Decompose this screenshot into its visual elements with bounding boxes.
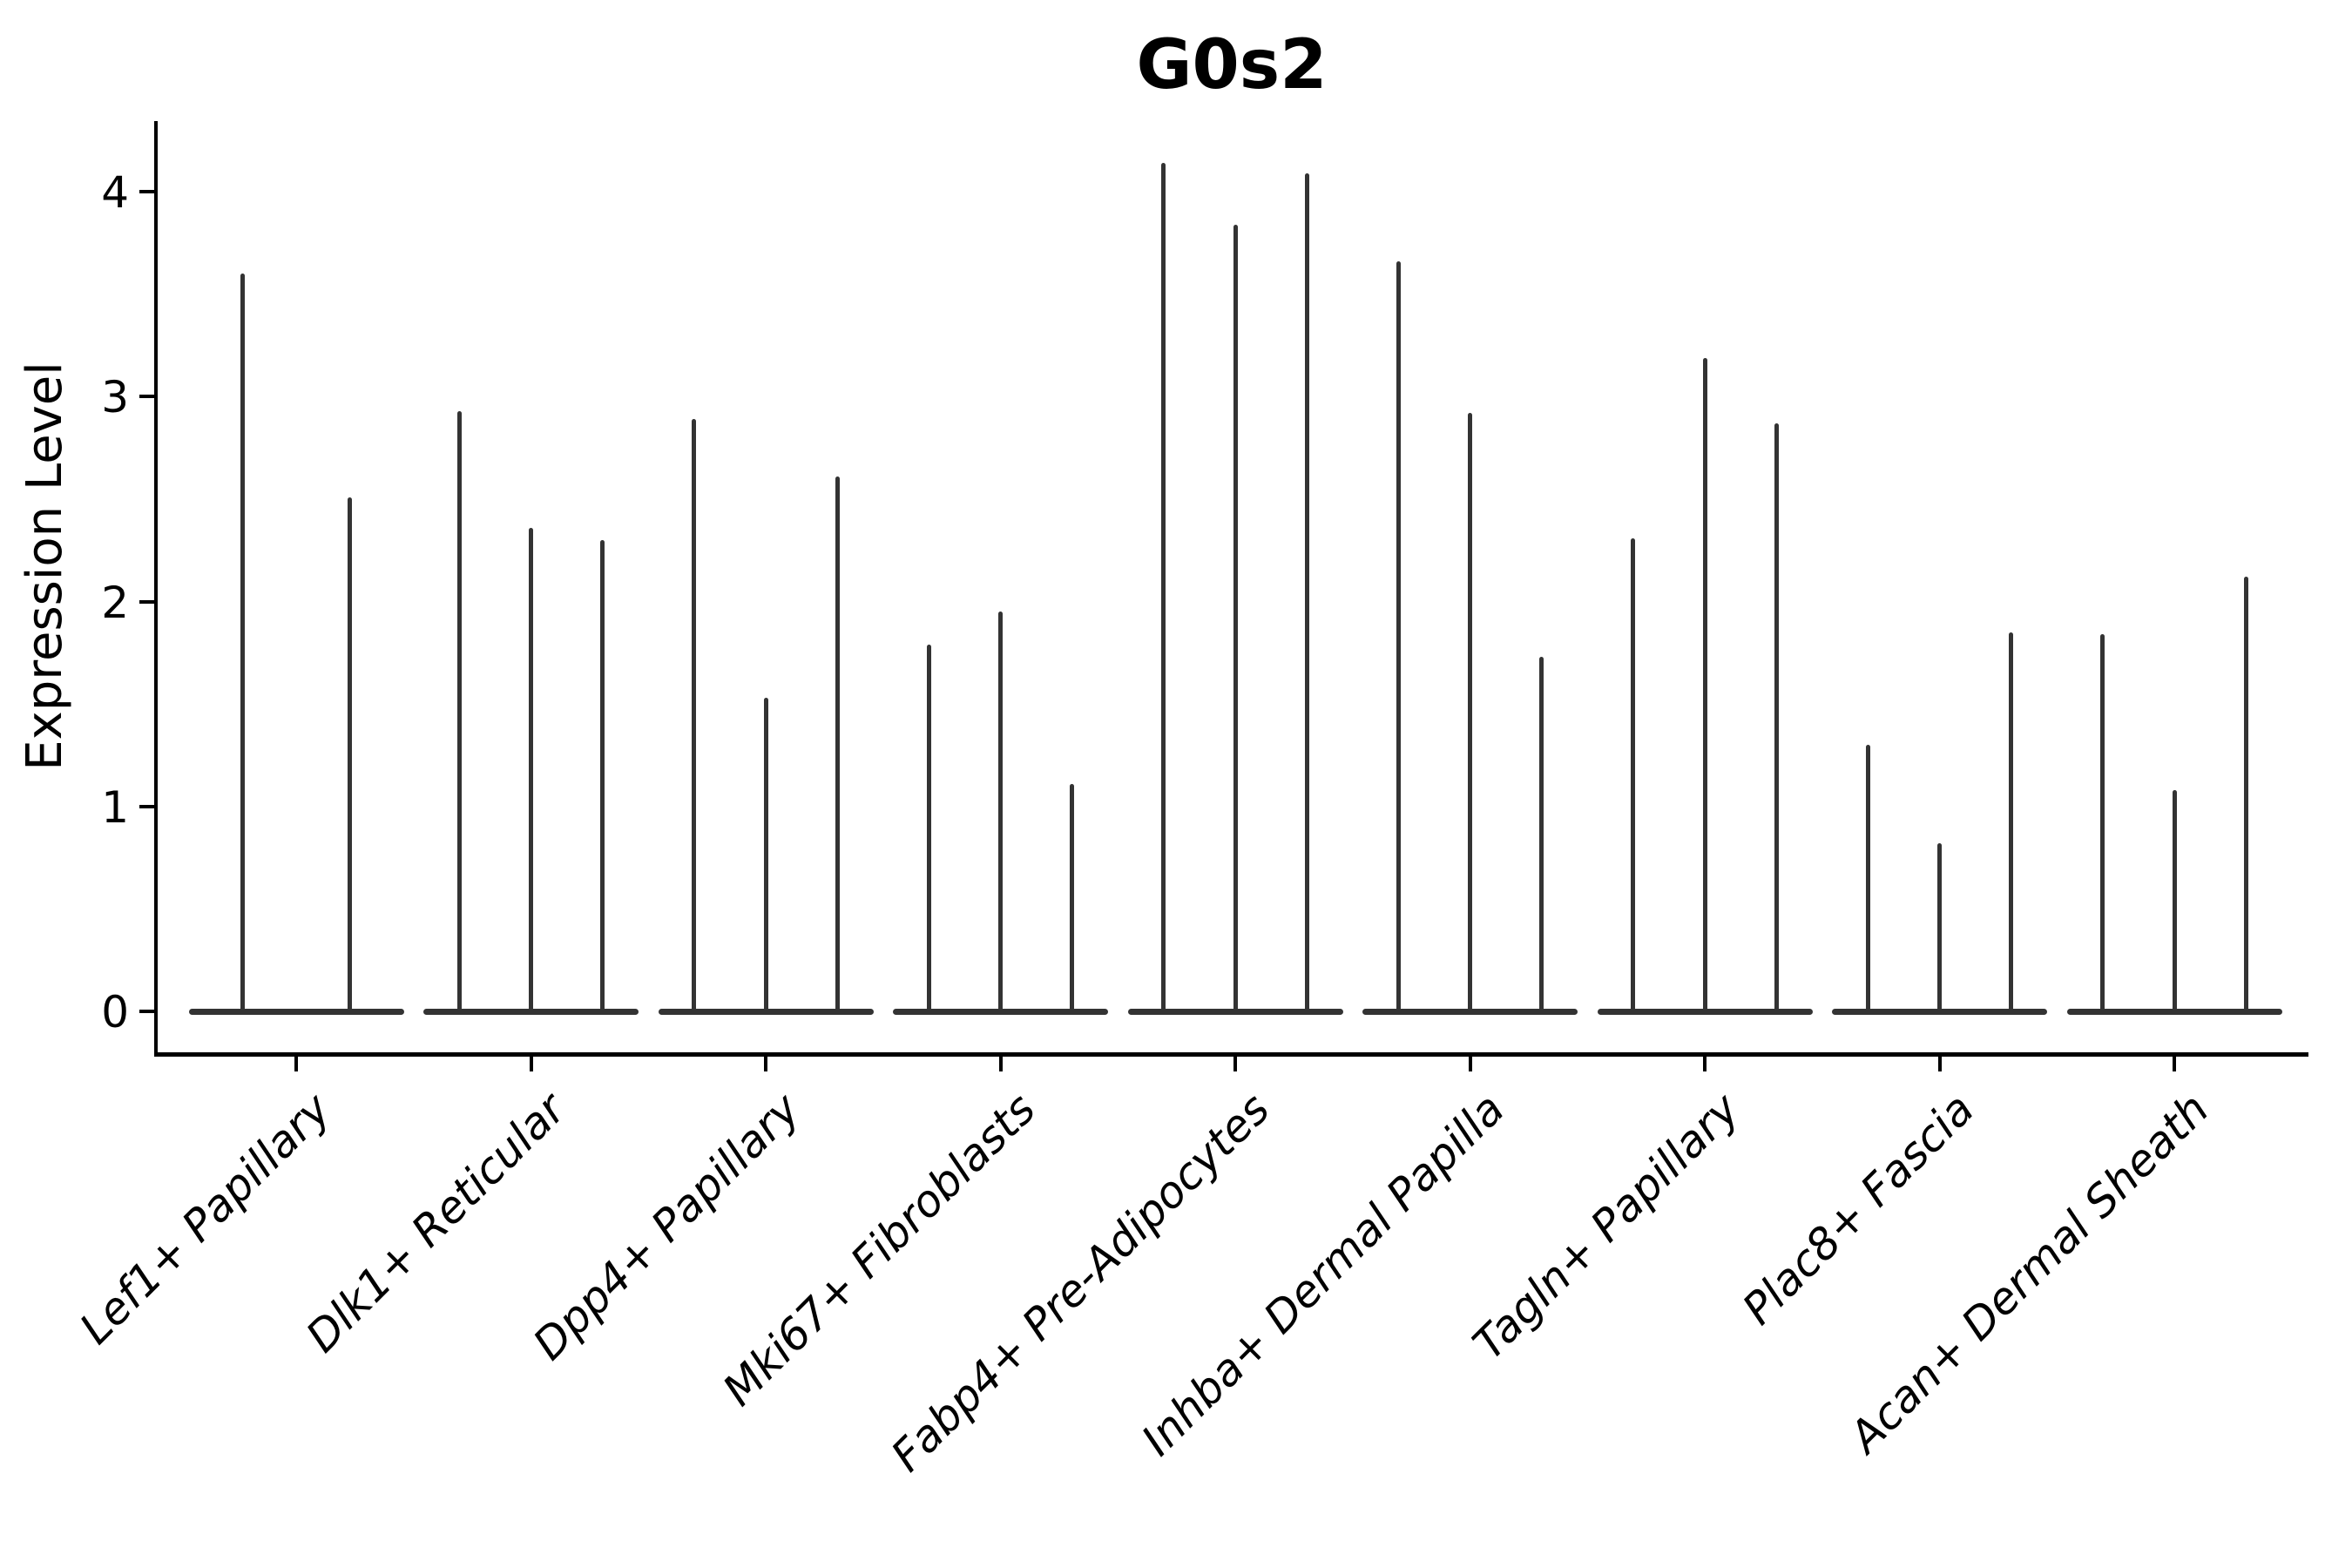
violin-spike <box>998 612 1003 1011</box>
x-tick-label: Plac8+ Fascia <box>1733 1083 1984 1335</box>
y-tick <box>139 190 154 193</box>
violin-spike <box>1865 745 1870 1011</box>
x-tick <box>764 1057 767 1071</box>
x-axis-spine <box>154 1052 2308 1057</box>
y-tick <box>139 395 154 399</box>
y-axis-spine <box>154 121 158 1057</box>
violin-spike <box>240 274 245 1011</box>
violin-spike <box>1304 172 1309 1011</box>
y-tick <box>139 599 154 604</box>
y-tick <box>139 1010 154 1013</box>
violin-baseline <box>188 1008 404 1015</box>
violin-baseline <box>1597 1008 1813 1015</box>
x-tick <box>294 1057 298 1071</box>
violin-spike <box>926 644 931 1011</box>
y-tick-label: 2 <box>101 577 129 628</box>
violin-spike <box>2100 634 2105 1011</box>
chart-title: G0s2 <box>1136 26 1328 105</box>
violin-baseline <box>893 1008 1108 1015</box>
violin-spike <box>1233 224 1238 1011</box>
violin-spike <box>1631 537 1636 1011</box>
x-tick <box>2173 1057 2176 1071</box>
violin-spike <box>456 410 462 1011</box>
x-tick-label: Tagln+ Papillary <box>1463 1083 1749 1369</box>
violin-spike <box>348 497 353 1011</box>
y-tick-label: 1 <box>101 781 129 833</box>
violin-spike <box>1070 783 1075 1011</box>
violin-spike <box>529 527 533 1011</box>
violin-spike <box>1468 413 1472 1011</box>
violin-spike <box>1161 163 1166 1011</box>
violin-spike <box>2009 632 2014 1011</box>
violin-baseline <box>1362 1008 1578 1015</box>
violin-spike <box>1937 843 1942 1011</box>
violin-spike <box>1396 260 1401 1011</box>
violin-spike <box>1702 357 1707 1011</box>
violin-baseline <box>423 1008 639 1015</box>
y-tick-label: 3 <box>101 372 129 423</box>
x-tick <box>1937 1057 1942 1071</box>
x-tick-label: Dlk1+ Reticular <box>296 1083 576 1362</box>
violin-spike <box>600 539 605 1011</box>
violin-spike <box>763 698 768 1011</box>
violin-baseline <box>1127 1008 1343 1015</box>
x-tick-label: Fabp4+ Pre-Adipocytes <box>882 1083 1280 1482</box>
y-tick <box>139 804 154 808</box>
x-tick <box>529 1057 533 1071</box>
violin-spike <box>1774 422 1779 1011</box>
x-tick <box>1233 1057 1237 1071</box>
violin-spike <box>2172 789 2177 1011</box>
x-tick <box>998 1057 1003 1071</box>
violin-spike <box>2243 577 2248 1011</box>
x-tick-label: Lef1+ Papillary <box>70 1083 341 1355</box>
x-tick <box>1468 1057 1472 1071</box>
violin-spike <box>835 476 840 1011</box>
y-tick-label: 0 <box>101 987 129 1037</box>
violin-spike <box>692 419 697 1011</box>
x-tick <box>1703 1057 1707 1071</box>
violin-baseline <box>658 1008 874 1015</box>
violin-spike <box>1539 657 1544 1011</box>
violin-baseline <box>1832 1008 2047 1015</box>
y-tick-label: 4 <box>101 167 129 218</box>
violin-baseline <box>2066 1008 2282 1015</box>
